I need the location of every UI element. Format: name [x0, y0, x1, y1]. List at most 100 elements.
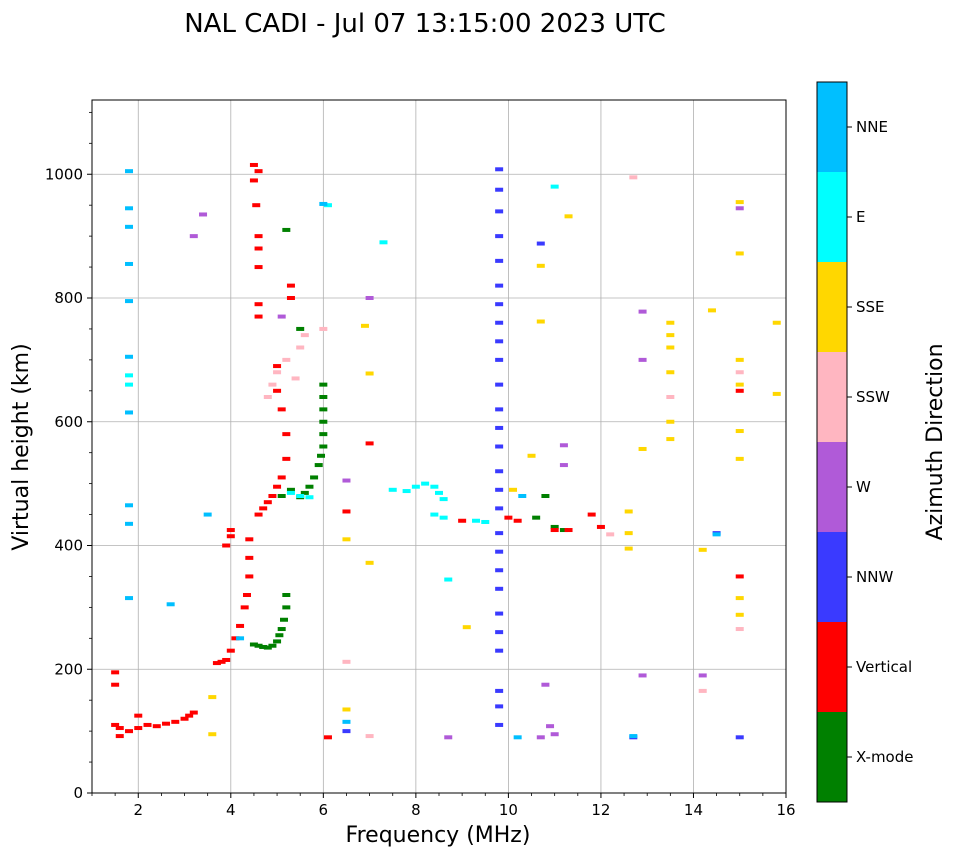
data-point: [495, 648, 504, 653]
data-point: [342, 659, 351, 664]
data-point: [495, 209, 504, 214]
data-point: [314, 463, 323, 468]
data-point: [735, 388, 744, 393]
data-point: [245, 574, 254, 579]
data-point: [495, 506, 504, 511]
data-point: [629, 734, 638, 739]
data-point: [342, 537, 351, 542]
data-point: [125, 521, 134, 526]
data-point: [273, 388, 282, 393]
data-point: [666, 419, 675, 424]
data-point: [712, 532, 721, 537]
data-point: [277, 494, 286, 498]
data-point: [273, 639, 282, 644]
data-point: [323, 203, 332, 208]
x-tick-label: 2: [133, 801, 143, 819]
data-point: [495, 549, 504, 554]
data-point: [217, 659, 226, 664]
x-tick-label: 12: [591, 801, 610, 819]
data-point: [495, 444, 504, 449]
data-point: [166, 602, 175, 607]
data-point: [735, 357, 744, 362]
data-point: [365, 441, 374, 446]
data-point: [263, 395, 272, 399]
data-point: [268, 382, 277, 387]
data-point: [286, 283, 295, 288]
data-point: [254, 512, 263, 517]
data-point: [319, 407, 328, 412]
data-point: [536, 319, 545, 324]
data-point: [430, 484, 439, 489]
data-point: [134, 713, 143, 718]
data-point: [536, 241, 545, 246]
data-point: [171, 719, 180, 724]
data-point: [277, 475, 286, 480]
data-point: [280, 617, 289, 622]
data-point: [143, 722, 152, 727]
data-point: [666, 437, 675, 442]
data-point: [666, 370, 675, 375]
colorbar-frame: [816, 81, 848, 803]
data-point: [115, 726, 124, 731]
data-point: [259, 644, 268, 649]
data-point: [226, 648, 235, 653]
data-point: [365, 296, 374, 300]
data-point: [430, 512, 439, 517]
data-point: [462, 625, 471, 630]
colorbar-segment: [817, 712, 847, 802]
data-point: [254, 234, 263, 239]
data-point: [125, 169, 134, 174]
data-point: [189, 234, 198, 239]
data-point: [319, 419, 328, 424]
data-point: [698, 688, 707, 693]
data-point: [254, 169, 263, 174]
data-point: [564, 214, 573, 219]
data-point: [125, 261, 134, 266]
data-point: [319, 326, 328, 331]
data-point: [125, 224, 134, 229]
data-point: [564, 528, 573, 533]
data-point: [550, 528, 559, 533]
data-point: [772, 320, 781, 325]
data-point: [495, 586, 504, 591]
data-point: [735, 735, 744, 740]
x-axis-ticks: 2 4 6 8 10 12 14 16: [91, 793, 796, 819]
plot-frame: [91, 99, 787, 794]
data-point: [495, 382, 504, 387]
data-point: [125, 729, 134, 734]
data-point: [536, 735, 545, 740]
data-point: [444, 577, 453, 582]
data-point: [291, 376, 300, 381]
data-point: [527, 453, 536, 458]
data-point: [481, 519, 490, 524]
data-point: [638, 309, 647, 314]
data-point: [550, 184, 559, 189]
data-point: [125, 503, 134, 508]
data-point: [550, 524, 559, 529]
data-point: [541, 682, 550, 687]
colorbar-segment: [817, 622, 847, 712]
data-point: [277, 407, 286, 412]
data-points: [111, 162, 781, 740]
data-point: [125, 299, 134, 304]
data-point: [495, 187, 504, 192]
data-point: [277, 627, 286, 632]
data-point: [666, 333, 675, 338]
y-axis-ticks: 0 200 400 600 800 1000: [45, 111, 92, 802]
data-point: [550, 732, 559, 737]
data-point: [495, 630, 504, 635]
data-point: [541, 494, 550, 498]
data-point: [495, 302, 504, 307]
data-point: [735, 612, 744, 617]
data-point: [495, 487, 504, 492]
data-point: [666, 320, 675, 325]
data-point: [735, 382, 744, 387]
data-point: [495, 425, 504, 430]
data-point: [222, 543, 231, 548]
colorbar-tick-label: SSW: [856, 388, 890, 406]
data-point: [624, 509, 633, 514]
data-point: [638, 446, 647, 451]
data-point: [342, 478, 351, 483]
data-point: [707, 308, 716, 313]
